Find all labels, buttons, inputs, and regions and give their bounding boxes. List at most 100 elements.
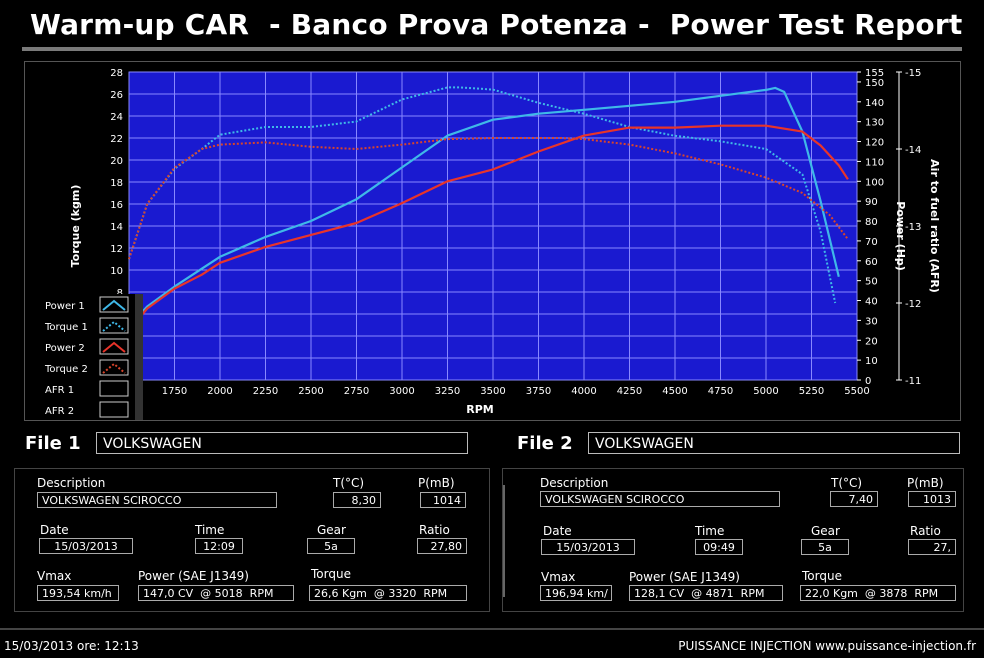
legend-swatch bbox=[99, 359, 129, 376]
torque-tick-label: 16 bbox=[110, 200, 123, 211]
dyno-chart: 1500175020002250250027503000325035003750… bbox=[25, 68, 941, 420]
file2-name-field[interactable]: VOLKSWAGEN bbox=[588, 432, 960, 454]
torque-tick-label: 8 bbox=[117, 288, 123, 299]
torque-tick-label: 14 bbox=[110, 222, 123, 233]
dyno-chart-panel: 1500175020002250250027503000325035003750… bbox=[24, 61, 961, 421]
power-tick-label: 30 bbox=[865, 316, 878, 327]
power-tick-label: 40 bbox=[865, 297, 878, 308]
file2-pressure-label: P(mB) bbox=[907, 476, 944, 490]
file2-torque-field[interactable]: 22,0 Kgm @ 3878 RPM bbox=[800, 585, 956, 601]
x-tick-label: 2750 bbox=[344, 386, 369, 397]
afr-tick-label: -14 bbox=[905, 145, 921, 156]
legend-swatch bbox=[99, 296, 129, 313]
file2-time-field[interactable]: 09:49 bbox=[695, 539, 743, 555]
legend-swatch-line bbox=[102, 320, 126, 332]
x-tick-label: 1750 bbox=[162, 386, 187, 397]
file2-time-label: Time bbox=[695, 524, 725, 538]
x-tick-label: 4500 bbox=[662, 386, 687, 397]
legend-swatch-line bbox=[102, 341, 126, 353]
series-line-power-1 bbox=[128, 86, 840, 328]
power-tick-label: 10 bbox=[865, 356, 878, 367]
panel-divider bbox=[503, 485, 505, 597]
file2-pressure-field[interactable]: 1013 bbox=[908, 491, 956, 507]
series-line-torque-2 bbox=[128, 137, 849, 260]
file2-info-panel: Description VOLKSWAGEN SCIROCCO T(°C) 7,… bbox=[502, 468, 964, 612]
power-tick-label: 120 bbox=[865, 138, 884, 149]
file2-temp-label: T(°C) bbox=[831, 476, 863, 490]
chart-legend: Power 1 Torque 1 Power 2 Torque 2 AFR 1 AFR 2 bbox=[25, 294, 143, 420]
file1-vmax-label: Vmax bbox=[37, 569, 72, 583]
x-tick-label: 4000 bbox=[571, 386, 596, 397]
file2-ratio-field[interactable]: 27, bbox=[908, 539, 956, 555]
power-tick-label: 155 bbox=[865, 68, 884, 79]
x-tick-label: 4250 bbox=[617, 386, 642, 397]
file2-date-field[interactable]: 15/03/2013 bbox=[541, 539, 635, 555]
y-axis-label-power: Power (Hp) bbox=[894, 201, 907, 271]
file1-label: File 1 bbox=[25, 433, 81, 454]
file1-date-label: Date bbox=[40, 523, 69, 537]
file2-torque-label: Torque bbox=[802, 569, 842, 583]
power-tick-label: 60 bbox=[865, 257, 878, 268]
legend-swatch bbox=[99, 338, 129, 355]
file1-ratio-field[interactable]: 27,80 bbox=[417, 538, 467, 554]
power-tick-label: 140 bbox=[865, 98, 884, 109]
title-divider bbox=[22, 47, 962, 51]
torque-tick-label: 22 bbox=[110, 134, 123, 145]
afr-tick-label: -13 bbox=[905, 222, 921, 233]
torque-tick-label: 12 bbox=[110, 244, 123, 255]
power-tick-label: 150 bbox=[865, 78, 884, 89]
footer-divider bbox=[0, 628, 984, 630]
footer-credit: PUISSANCE INJECTION www.puissance-inject… bbox=[678, 639, 976, 653]
x-tick-label: 5250 bbox=[799, 386, 824, 397]
file2-date-label: Date bbox=[543, 524, 572, 538]
x-tick-label: 2500 bbox=[298, 386, 323, 397]
file1-power-field[interactable]: 147,0 CV @ 5018 RPM bbox=[138, 585, 294, 601]
file2-power-field[interactable]: 128,1 CV @ 4871 RPM bbox=[629, 585, 783, 601]
legend-label: Power 1 bbox=[45, 301, 85, 312]
file1-torque-field[interactable]: 26,6 Kgm @ 3320 RPM bbox=[309, 585, 467, 601]
file2-vmax-field[interactable]: 196,94 km/ bbox=[540, 585, 612, 601]
power-tick-label: 70 bbox=[865, 237, 878, 248]
file1-gear-field[interactable]: 5a bbox=[307, 538, 355, 554]
file1-date-field[interactable]: 15/03/2013 bbox=[39, 538, 133, 554]
report-title: Warm-up CAR - Banco Prova Potenza - Powe… bbox=[30, 8, 963, 41]
x-tick-label: 3250 bbox=[435, 386, 460, 397]
power-tick-label: 50 bbox=[865, 277, 878, 288]
file2-vmax-label: Vmax bbox=[541, 570, 576, 584]
file1-pressure-label: P(mB) bbox=[418, 476, 455, 490]
file2-description-field[interactable]: VOLKSWAGEN SCIROCCO bbox=[540, 491, 780, 507]
power-tick-label: 0 bbox=[865, 376, 871, 387]
x-tick-label: 3750 bbox=[526, 386, 551, 397]
file1-temp-field[interactable]: 8,30 bbox=[333, 492, 381, 508]
x-tick-label: 2250 bbox=[253, 386, 278, 397]
file2-gear-field[interactable]: 5a bbox=[801, 539, 849, 555]
footer-timestamp: 15/03/2013 ore: 12:13 bbox=[4, 639, 139, 653]
file1-time-field[interactable]: 12:09 bbox=[195, 538, 243, 554]
power-tick-label: 130 bbox=[865, 118, 884, 129]
afr-tick-label: -12 bbox=[905, 299, 921, 310]
file1-pressure-field[interactable]: 1014 bbox=[420, 492, 466, 508]
legend-swatch bbox=[99, 380, 129, 397]
file1-description-label: Description bbox=[37, 476, 106, 490]
file2-gear-label: Gear bbox=[811, 524, 840, 538]
file1-gear-label: Gear bbox=[317, 523, 346, 537]
file1-description-field[interactable]: VOLKSWAGEN SCIROCCO bbox=[37, 492, 277, 508]
file2-temp-field[interactable]: 7,40 bbox=[830, 491, 878, 507]
file1-name-field[interactable]: VOLKSWAGEN bbox=[96, 432, 468, 454]
afr-tick-label: -11 bbox=[905, 376, 921, 387]
torque-tick-label: 26 bbox=[110, 90, 123, 101]
file2-ratio-label: Ratio bbox=[910, 524, 941, 538]
series-line-power-2 bbox=[128, 124, 849, 332]
power-tick-label: 80 bbox=[865, 217, 878, 228]
legend-label: AFR 1 bbox=[45, 385, 74, 396]
file1-vmax-field[interactable]: 193,54 km/h bbox=[37, 585, 119, 601]
x-tick-label: 3000 bbox=[389, 386, 414, 397]
x-axis-label: RPM bbox=[466, 403, 493, 416]
legend-swatch-line bbox=[102, 299, 126, 311]
power-tick-label: 100 bbox=[865, 177, 884, 188]
torque-tick-label: 18 bbox=[110, 178, 123, 189]
legend-swatch-line bbox=[102, 362, 126, 374]
x-tick-label: 3500 bbox=[480, 386, 505, 397]
file1-info-panel: Description VOLKSWAGEN SCIROCCO T(°C) 8,… bbox=[14, 468, 490, 612]
file2-description-label: Description bbox=[540, 476, 609, 490]
